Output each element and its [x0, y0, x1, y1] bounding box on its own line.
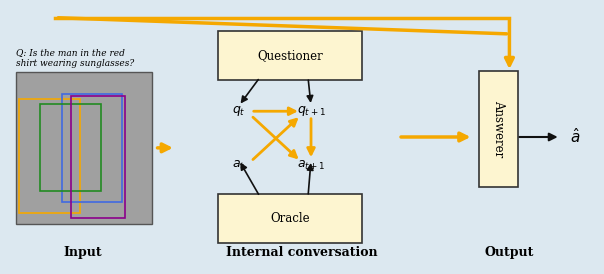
Text: Q: Is the man in the red
shirt wearing sunglasses?: Q: Is the man in the red shirt wearing s…: [16, 48, 135, 68]
FancyBboxPatch shape: [16, 72, 152, 224]
Bar: [40, 104, 101, 191]
FancyBboxPatch shape: [1, 15, 161, 259]
Text: Internal conversation: Internal conversation: [226, 246, 378, 259]
FancyBboxPatch shape: [480, 70, 518, 187]
Text: $a_{t+1}$: $a_{t+1}$: [297, 159, 326, 172]
Text: $q_t$: $q_t$: [232, 104, 246, 118]
Bar: [19, 99, 80, 213]
Text: $\hat{a}$: $\hat{a}$: [570, 127, 580, 147]
FancyBboxPatch shape: [218, 194, 362, 243]
Bar: [62, 94, 121, 202]
Text: $q_{t+1}$: $q_{t+1}$: [297, 104, 326, 118]
Text: Answerer: Answerer: [492, 100, 506, 158]
Bar: [71, 96, 124, 218]
Text: $a_t$: $a_t$: [232, 159, 246, 172]
FancyBboxPatch shape: [443, 15, 597, 259]
Text: Input: Input: [63, 246, 102, 259]
Text: Output: Output: [485, 246, 534, 259]
Text: Questioner: Questioner: [257, 49, 323, 62]
Text: Oracle: Oracle: [270, 212, 310, 225]
FancyBboxPatch shape: [218, 31, 362, 80]
FancyBboxPatch shape: [161, 15, 443, 259]
